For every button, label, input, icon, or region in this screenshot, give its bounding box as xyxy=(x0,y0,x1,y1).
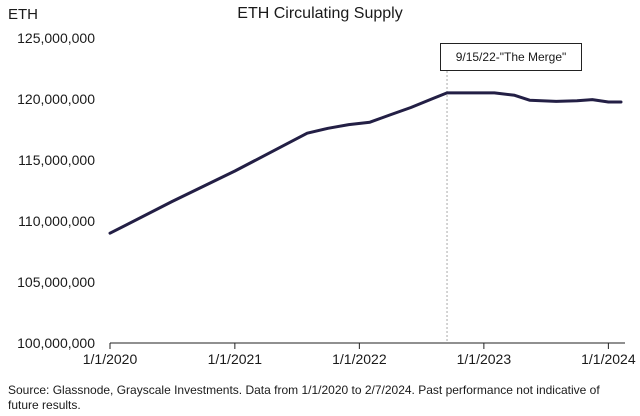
chart-title: ETH Circulating Supply xyxy=(237,5,403,22)
y-tick-label: 105,000,000 xyxy=(17,274,95,290)
source-note: Source: Glassnode, Grayscale Investments… xyxy=(8,383,600,412)
x-tick-label: 1/1/2024 xyxy=(581,351,636,367)
x-tick-label: 1/1/2020 xyxy=(83,351,138,367)
y-tick-label: 100,000,000 xyxy=(17,335,95,351)
series-line-eth-supply xyxy=(108,91,623,235)
merge-annotation-box: 9/15/22-"The Merge" xyxy=(440,43,582,71)
y-tick-label: 125,000,000 xyxy=(17,30,95,46)
y-tick-label: 120,000,000 xyxy=(17,91,95,107)
y-axis-unit-label: ETH xyxy=(8,6,38,23)
y-tick-label: 110,000,000 xyxy=(18,213,95,229)
y-tick-label: 115,000,000 xyxy=(18,152,95,168)
x-tick-label: 1/1/2023 xyxy=(457,351,512,367)
x-tick-label: 1/1/2022 xyxy=(332,351,387,367)
x-tick-label: 1/1/2021 xyxy=(208,351,263,367)
